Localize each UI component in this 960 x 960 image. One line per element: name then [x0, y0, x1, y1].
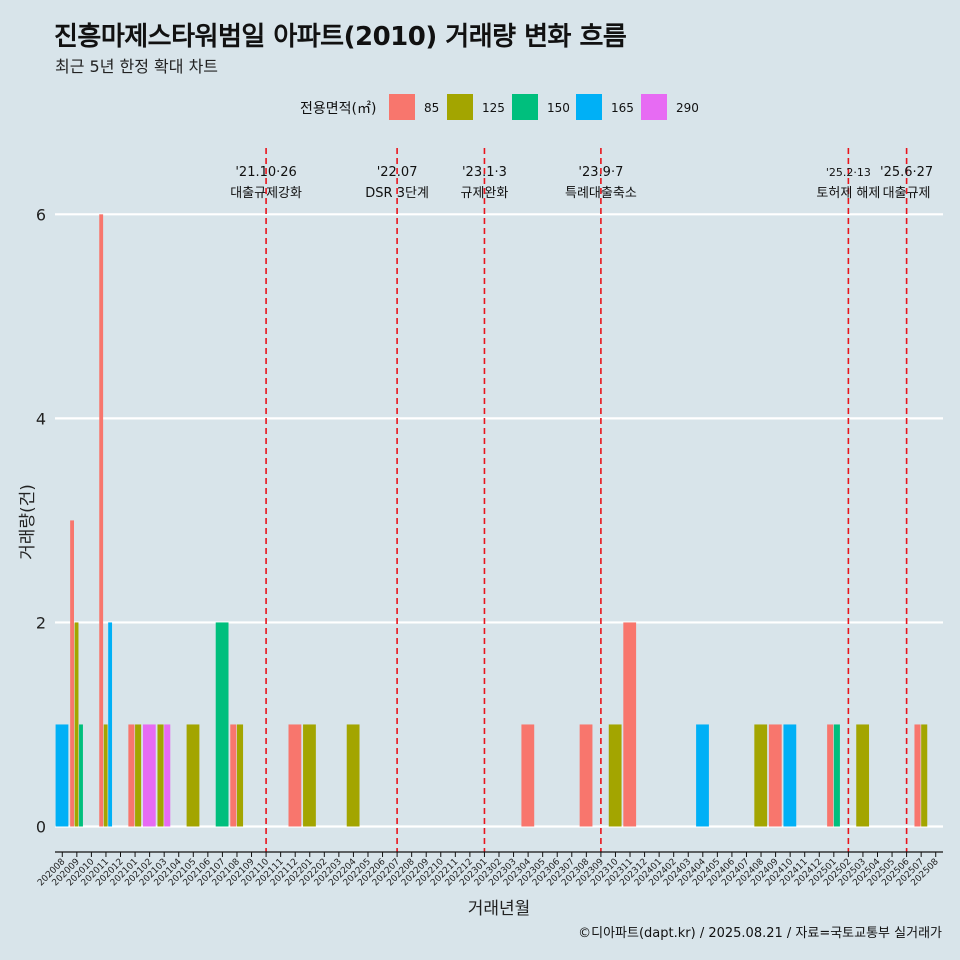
source-caption: ©디아파트(dapt.kr) / 2025.08.21 / 자료=국토교통부 실…	[578, 926, 942, 941]
bar-290-202102	[142, 724, 156, 827]
legend-label-165: 165	[611, 101, 634, 115]
bar-85-202108	[230, 724, 237, 827]
legend-swatch-290	[641, 94, 667, 120]
legend-label-150: 150	[547, 101, 570, 115]
legend-label-125: 125	[482, 101, 505, 115]
event-name-label: 대출규제	[883, 186, 931, 201]
bar-165-202011	[108, 622, 113, 827]
bar-125-202009	[74, 622, 79, 827]
bar-85-202009	[70, 520, 75, 827]
bar-150-202501	[833, 724, 840, 827]
y-tick-label: 6	[36, 205, 46, 224]
event-name-label: DSR 3단계	[365, 186, 429, 201]
bar-150-202107	[215, 622, 229, 827]
legend-label-85: 85	[424, 101, 439, 115]
event-date-label: '22.07	[377, 165, 418, 180]
bar-85-202101	[128, 724, 135, 827]
y-axis-title: 거래량(건)	[18, 484, 38, 560]
bar-125-202011	[103, 724, 108, 827]
bar-85-202507	[914, 724, 921, 827]
bar-125-202108	[236, 724, 244, 827]
event-date-label: '23.9·7	[578, 165, 623, 180]
event-date-label: '21.10·26	[235, 165, 296, 180]
bar-85-202112	[288, 724, 302, 827]
event-date-label: '23.1·3	[462, 165, 507, 180]
bar-85-202011	[99, 214, 104, 827]
bar-150-202009	[79, 724, 83, 827]
bar-165-202404	[696, 724, 709, 827]
event-name-label: 대출규제강화	[230, 186, 302, 201]
legend-swatch-85	[389, 94, 415, 120]
event-name-label: 특례대출축소	[565, 186, 637, 201]
bar-290-202103	[164, 724, 171, 827]
bar-125-202408	[754, 724, 768, 827]
bar-85-202409	[768, 724, 782, 827]
bar-85-202311	[623, 622, 637, 827]
chart-title: 진흥마제스타워범일 아파트(2010) 거래량 변화 흐름	[54, 22, 627, 52]
y-tick-label: 2	[36, 613, 46, 632]
bar-165-202008	[55, 724, 69, 827]
bar-85-202501	[827, 724, 834, 827]
bar-125-202507	[921, 724, 928, 827]
bar-165-202410	[783, 724, 797, 827]
bar-125-202204	[346, 724, 360, 827]
x-axis-title: 거래년월	[468, 899, 531, 919]
bar-125-202503	[856, 724, 870, 827]
bar-85-202308	[579, 724, 593, 827]
bar-125-202201	[303, 724, 316, 827]
event-date-label: '25.2·13	[826, 166, 871, 179]
legend-swatch-165	[576, 94, 602, 120]
y-tick-label: 4	[36, 409, 46, 428]
bar-125-202105	[186, 724, 200, 827]
bar-125-202101	[135, 724, 142, 827]
legend-label-290: 290	[676, 101, 699, 115]
y-tick-label: 0	[36, 817, 46, 836]
bar-125-202103	[157, 724, 164, 827]
bar-125-202310	[608, 724, 622, 827]
event-name-label: 토허제 해제	[816, 186, 880, 201]
legend-title: 전용면적(㎡)	[300, 101, 376, 117]
event-date-label: '25.6·27	[880, 165, 933, 180]
legend-swatch-150	[512, 94, 538, 120]
event-name-label: 규제완화	[461, 186, 509, 201]
legend-swatch-125	[447, 94, 473, 120]
chart-subtitle: 최근 5년 한정 확대 차트	[55, 57, 219, 76]
bar-85-202304	[521, 724, 535, 827]
